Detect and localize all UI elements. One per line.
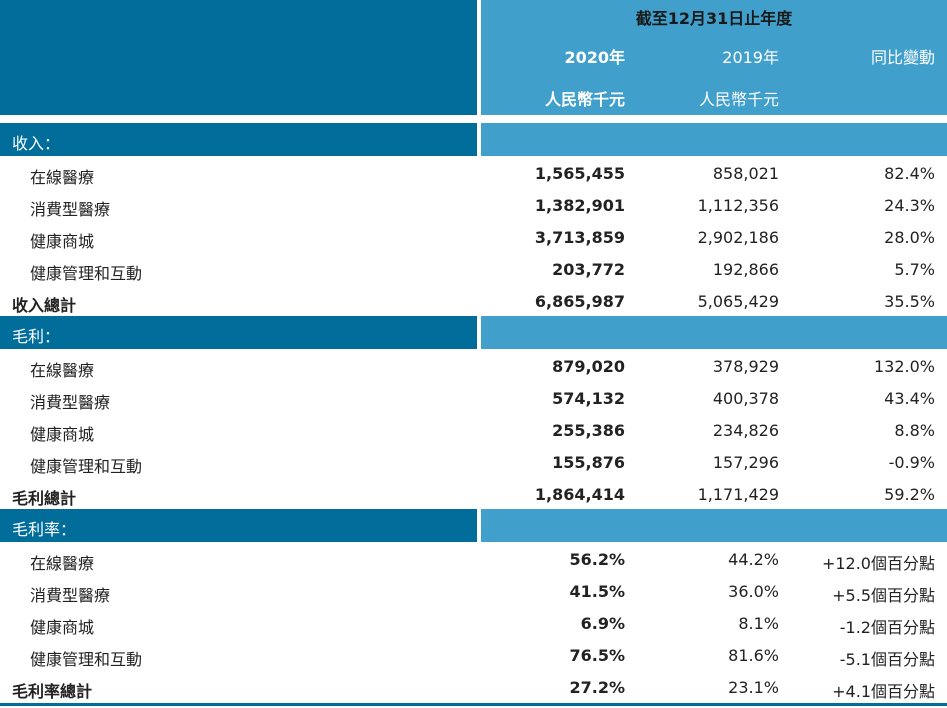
row-label: 消費型醫療 — [30, 393, 111, 412]
table-row: 在線醫療 56.2% 44.2% +12.0個百分點 — [0, 545, 947, 576]
total-row: 毛利率總計 27.2% 23.1% +4.1個百分點 — [0, 673, 947, 704]
table-row: 健康管理和互動 155,876 157,296 -0.9% — [0, 448, 947, 479]
bottom-rule — [0, 703, 947, 706]
table-row: 健康商城 6.9% 8.1% -1.2個百分點 — [0, 609, 947, 640]
total-value-2019: 1,171,429 — [697, 485, 779, 504]
value-change: 82.4% — [884, 164, 935, 183]
total-value-2019: 5,065,429 — [697, 292, 779, 311]
column-header-2019: 2019年 — [722, 48, 779, 67]
value-change: 8.8% — [894, 421, 935, 440]
value-2019: 8.1% — [738, 614, 779, 633]
section-title: 收入： — [12, 134, 61, 153]
value-2020: 56.2% — [569, 550, 625, 569]
unit-2020: 人民幣千元 — [544, 90, 625, 109]
table-row: 消費型醫療 574,132 400,378 43.4% — [0, 384, 947, 415]
total-label: 收入總計 — [12, 296, 77, 315]
value-change: 28.0% — [884, 228, 935, 247]
value-2020: 41.5% — [569, 582, 625, 601]
value-2019: 44.2% — [728, 550, 779, 569]
value-2019: 36.0% — [728, 582, 779, 601]
value-2019: 81.6% — [728, 646, 779, 665]
value-2019: 858,021 — [712, 164, 779, 183]
value-change: 43.4% — [884, 389, 935, 408]
row-label: 健康商城 — [30, 232, 95, 251]
value-change: +5.5個百分點 — [832, 586, 935, 605]
period-heading: 截至12月31日止年度 — [635, 9, 793, 28]
table-row: 消費型醫療 41.5% 36.0% +5.5個百分點 — [0, 577, 947, 608]
row-label: 在線醫療 — [30, 168, 95, 187]
section-title: 毛利： — [12, 327, 61, 346]
section-band-right — [481, 509, 947, 542]
value-2020: 879,020 — [552, 357, 625, 376]
value-2019: 378,929 — [712, 357, 779, 376]
section-band-left — [0, 316, 477, 349]
row-label: 健康商城 — [30, 618, 95, 637]
total-value-change: 35.5% — [884, 292, 935, 311]
row-label: 消費型醫療 — [30, 200, 111, 219]
value-2019: 234,826 — [712, 421, 779, 440]
value-2019: 2,902,186 — [697, 228, 779, 247]
table-row: 在線醫療 879,020 378,929 132.0% — [0, 352, 947, 383]
total-label: 毛利總計 — [12, 489, 77, 508]
total-row: 毛利總計 1,864,414 1,171,429 59.2% — [0, 480, 947, 511]
value-2020: 6.9% — [580, 614, 625, 633]
table-row: 健康管理和互動 203,772 192,866 5.7% — [0, 255, 947, 286]
row-label: 健康管理和互動 — [30, 650, 143, 669]
row-label: 在線醫療 — [30, 554, 95, 573]
value-2020: 203,772 — [552, 260, 625, 279]
row-label: 消費型醫療 — [30, 586, 111, 605]
row-label: 健康管理和互動 — [30, 457, 143, 476]
table-row: 消費型醫療 1,382,901 1,112,356 24.3% — [0, 191, 947, 222]
total-value-change: +4.1個百分點 — [832, 682, 935, 701]
table-row: 健康管理和互動 76.5% 81.6% -5.1個百分點 — [0, 641, 947, 672]
table-row: 在線醫療 1,565,455 858,021 82.4% — [0, 159, 947, 190]
total-label: 毛利率總計 — [12, 682, 93, 701]
table-row: 健康商城 255,386 234,826 8.8% — [0, 416, 947, 447]
total-value-change: 59.2% — [884, 485, 935, 504]
section-band-left — [0, 123, 477, 156]
row-label: 健康商城 — [30, 425, 95, 444]
value-change: 24.3% — [884, 196, 935, 215]
table-row: 健康商城 3,713,859 2,902,186 28.0% — [0, 223, 947, 254]
value-2020: 3,713,859 — [534, 228, 625, 247]
section-band-right — [481, 316, 947, 349]
header-right-band — [481, 0, 947, 115]
total-value-2020: 6,865,987 — [534, 292, 625, 311]
total-value-2020: 27.2% — [569, 678, 625, 697]
value-2019: 192,866 — [712, 260, 779, 279]
column-header-change: 同比變動 — [870, 48, 935, 67]
value-change: +12.0個百分點 — [821, 554, 935, 573]
value-2020: 76.5% — [569, 646, 625, 665]
column-header-2020: 2020年 — [564, 48, 625, 67]
value-2020: 255,386 — [552, 421, 625, 440]
value-2020: 574,132 — [552, 389, 625, 408]
value-change: 132.0% — [873, 357, 935, 376]
section-band-right — [481, 123, 947, 156]
section-header-gross-profit: 毛利： — [0, 316, 947, 349]
total-row: 收入總計 6,865,987 5,065,429 35.5% — [0, 287, 947, 318]
value-2020: 155,876 — [552, 453, 625, 472]
section-title: 毛利率： — [12, 520, 77, 539]
section-header-gross-margin: 毛利率： — [0, 509, 947, 542]
header-left-band — [0, 0, 477, 115]
value-change: 5.7% — [894, 260, 935, 279]
value-2019: 400,378 — [712, 389, 779, 408]
total-value-2019: 23.1% — [728, 678, 779, 697]
value-2020: 1,382,901 — [534, 196, 625, 215]
value-2019: 157,296 — [712, 453, 779, 472]
section-band-left — [0, 509, 477, 542]
section-header-revenue: 收入： — [0, 123, 947, 156]
total-value-2020: 1,864,414 — [534, 485, 625, 504]
value-change: -0.9% — [888, 453, 935, 472]
value-change: -1.2個百分點 — [839, 618, 935, 637]
unit-2019: 人民幣千元 — [698, 90, 779, 109]
value-change: -5.1個百分點 — [839, 650, 935, 669]
row-label: 健康管理和互動 — [30, 264, 143, 283]
value-2019: 1,112,356 — [697, 196, 779, 215]
value-2020: 1,565,455 — [534, 164, 625, 183]
row-label: 在線醫療 — [30, 361, 95, 380]
